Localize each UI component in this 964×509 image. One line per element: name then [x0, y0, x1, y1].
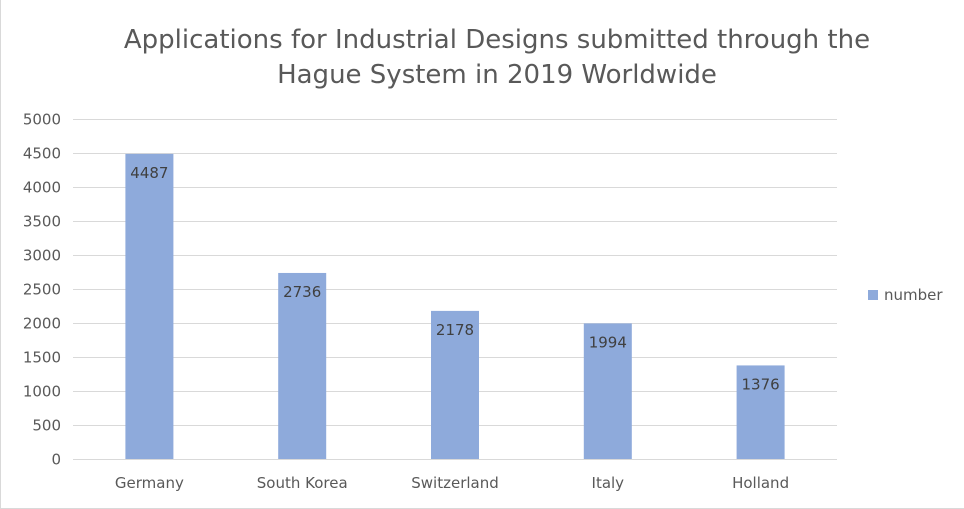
bar-south-korea: [278, 272, 327, 459]
bar-data-label: 2178: [436, 321, 474, 339]
y-tick-label: 1500: [23, 349, 61, 367]
x-tick-label: Holland: [732, 474, 789, 492]
legend: number: [868, 286, 943, 304]
y-tick-label: 2000: [23, 315, 61, 333]
bar-italy: [583, 323, 632, 459]
x-tick-label: Germany: [115, 474, 184, 492]
x-axis: Germany South Korea Switzerland Italy Hollan…: [115, 474, 789, 492]
bar-data-label: 1994: [589, 333, 627, 351]
x-tick-label: South Korea: [257, 474, 348, 492]
bar-germany: [125, 153, 174, 459]
x-tick-label: Italy: [592, 474, 625, 492]
bars: [125, 153, 785, 459]
chart-title: Applications for Industrial Designs subm…: [124, 25, 870, 90]
y-tick-label: 2500: [23, 281, 61, 299]
data-labels: 4487 2736 2178 1994 1376: [130, 164, 779, 394]
bar-switzerland: [431, 310, 479, 459]
bar-holland: [736, 365, 785, 459]
legend-label: number: [884, 286, 943, 304]
chart-title-line-1: Applications for Industrial Designs subm…: [124, 25, 870, 55]
y-tick-label: 500: [32, 417, 61, 435]
bar-data-label: 1376: [742, 375, 780, 393]
bar-data-label: 2736: [283, 283, 321, 301]
y-tick-label: 1000: [23, 383, 61, 401]
y-tick-label: 4500: [23, 145, 61, 163]
y-tick-label: 3500: [23, 213, 61, 231]
y-axis: 0 500 1000 1500 2000 2500 3000 3500 4000 4500 5000: [23, 111, 61, 469]
bar-data-label: 4487: [130, 164, 168, 182]
x-tick-label: Switzerland: [411, 474, 499, 492]
legend-swatch: [868, 290, 878, 300]
chart-title-line-2: Hague System in 2019 Worldwide: [277, 60, 717, 90]
y-tick-label: 3000: [23, 247, 61, 265]
y-tick-label: 5000: [23, 111, 61, 129]
y-tick-label: 0: [51, 451, 61, 469]
y-tick-label: 4000: [23, 179, 61, 197]
